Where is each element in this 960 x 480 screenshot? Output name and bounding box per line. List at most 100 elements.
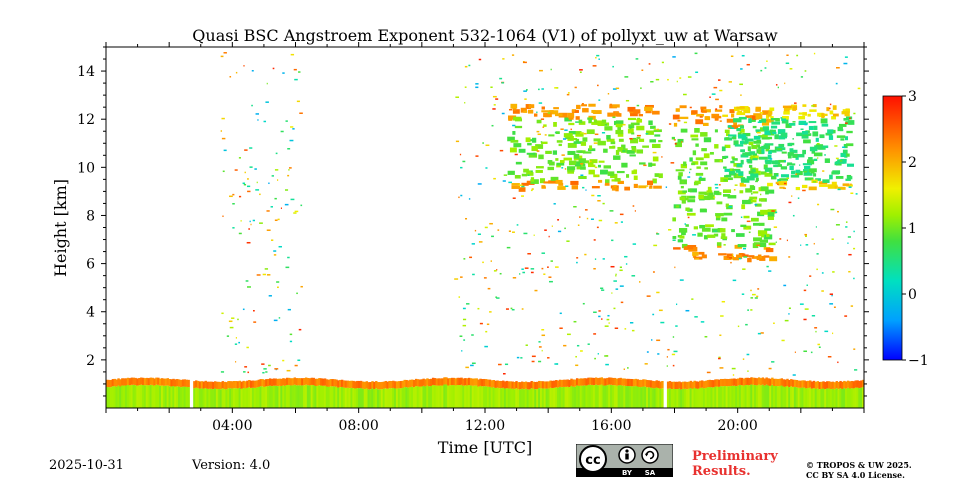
noise-cell: [785, 62, 790, 65]
cirrus-cell: [707, 234, 716, 238]
noise-cell: [536, 150, 540, 152]
boundary-layer-cell: [462, 385, 465, 408]
noise-cell: [748, 231, 751, 234]
noise-cell: [489, 222, 493, 225]
boundary-layer-top-cell: [712, 380, 715, 388]
cirrus-cell: [551, 110, 559, 115]
boundary-layer-top-cell: [411, 379, 414, 387]
boundary-layer-top-cell: [244, 381, 247, 389]
boundary-layer-cell: [488, 386, 492, 408]
boundary-layer-cell: [430, 386, 433, 408]
boundary-layer-cell: [157, 384, 160, 408]
noise-cell: [609, 210, 614, 212]
boundary-layer-cell: [342, 387, 346, 408]
cirrus-cell: [767, 112, 772, 117]
boundary-layer-cell: [399, 388, 403, 408]
cirrus-cell: [787, 142, 793, 147]
cirrus-cell: [765, 146, 770, 152]
boundary-layer-cell: [513, 389, 516, 408]
noise-cell: [466, 303, 470, 305]
noise-cell: [721, 300, 726, 303]
boundary-layer-cell: [291, 385, 295, 408]
boundary-layer-top-cell: [812, 380, 816, 389]
noise-cell: [538, 360, 542, 363]
boundary-layer-top-cell: [602, 378, 605, 386]
cirrus-cell: [723, 255, 731, 260]
boundary-layer-cell: [170, 386, 173, 408]
boundary-layer-top-cell: [278, 378, 281, 386]
x-tick-label: 20:00: [717, 418, 757, 434]
boundary-layer-cell: [526, 389, 530, 408]
boundary-layer-cell: [593, 385, 596, 408]
noise-cell: [477, 183, 482, 185]
boundary-layer-cell: [579, 385, 583, 408]
noise-cell: [715, 108, 718, 110]
boundary-layer-cell: [761, 384, 765, 408]
cirrus-cell: [692, 150, 697, 156]
noise-cell: [792, 121, 796, 123]
cirrus-cell: [740, 159, 744, 165]
boundary-layer-top-cell: [206, 381, 209, 389]
cirrus-cell: [677, 175, 682, 180]
cirrus-cell: [750, 217, 759, 222]
noise-cell: [743, 256, 748, 258]
noise-cell: [485, 167, 488, 169]
noise-cell: [244, 366, 248, 368]
y-tick-label: 4: [86, 305, 95, 321]
cc-license-badge[interactable]: cc BY SA: [576, 444, 673, 477]
cirrus-cell: [755, 177, 759, 182]
boundary-layer-top-cell: [467, 377, 471, 386]
noise-cell: [730, 127, 735, 129]
cirrus-cell: [733, 140, 739, 146]
cirrus-cell: [525, 137, 531, 143]
noise-cell: [651, 339, 653, 341]
boundary-layer-top-cell: [682, 381, 685, 389]
cirrus-cell: [679, 235, 685, 239]
cirrus-cell: [695, 172, 704, 176]
noise-cell: [679, 77, 682, 79]
cirrus-cell: [558, 112, 568, 118]
boundary-layer-top-cell: [227, 381, 230, 389]
boundary-layer-cell: [846, 387, 850, 408]
boundary-layer-cell: [306, 385, 310, 408]
cirrus-cell: [719, 105, 723, 109]
noise-cell: [593, 333, 597, 335]
cirrus-cell: [698, 251, 705, 255]
boundary-layer-top-cell: [702, 381, 706, 389]
cirrus-cell: [704, 116, 711, 121]
boundary-layer-top-cell: [164, 378, 168, 386]
cirrus-cell: [742, 141, 749, 144]
boundary-layer-top-cell: [837, 381, 840, 390]
noise-cell: [604, 124, 607, 126]
cirrus-cell: [703, 153, 710, 159]
boundary-layer-top-cell: [225, 382, 228, 390]
noise-cell: [816, 142, 820, 145]
boundary-layer-top-cell: [625, 378, 628, 387]
boundary-layer-cell: [558, 386, 562, 408]
cirrus-cell: [814, 145, 824, 150]
cirrus-cell: [686, 212, 696, 216]
boundary-layer-top-cell: [511, 381, 514, 389]
boundary-layer-top-cell: [297, 378, 300, 386]
cirrus-cell: [576, 104, 581, 110]
boundary-layer-top-cell: [733, 378, 736, 386]
cirrus-cell: [750, 119, 756, 122]
noise-cell: [853, 112, 856, 115]
noise-cell: [598, 310, 601, 312]
cirrus-cell: [843, 143, 848, 149]
boundary-layer-top-cell: [765, 377, 768, 385]
noise-cell: [788, 256, 791, 258]
boundary-layer-cell: [176, 386, 179, 408]
cirrus-cell: [509, 147, 517, 153]
noise-cell: [298, 71, 301, 73]
noise-cell: [478, 241, 483, 243]
noise-cell: [220, 130, 223, 132]
boundary-layer-top-cell: [128, 378, 132, 386]
cirrus-cell: [691, 110, 698, 114]
cirrus-cell: [795, 186, 800, 191]
boundary-layer-cell: [352, 388, 355, 408]
cirrus-cell: [627, 106, 636, 112]
noise-cell: [584, 253, 587, 256]
boundary-layer-top-cell: [545, 381, 549, 389]
noise-cell: [471, 334, 474, 336]
